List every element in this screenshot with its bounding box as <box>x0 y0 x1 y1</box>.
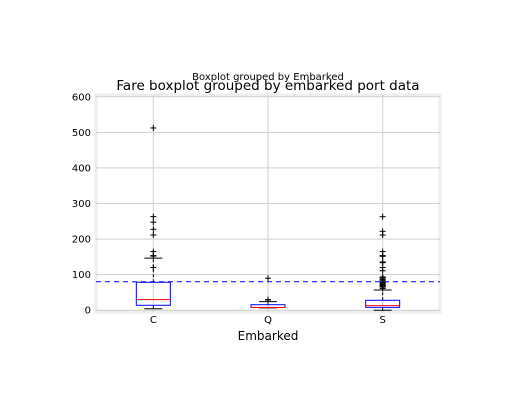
y-tick-label: 300 <box>72 199 91 210</box>
y-tick-label: 500 <box>72 128 91 139</box>
plot-layer: 0 100 200 300 400 500 600 C Q S <box>72 92 442 326</box>
y-tick-label: 400 <box>72 163 91 174</box>
y-tick-label: 0 <box>85 306 91 317</box>
y-tick-label: 100 <box>72 270 91 281</box>
x-tick-label: C <box>150 315 157 326</box>
y-tick-label: 200 <box>72 235 91 246</box>
chart-title: Fare boxplot grouped by embarked port da… <box>116 78 419 94</box>
x-tick-label: S <box>379 315 385 326</box>
box-body <box>365 299 401 308</box>
box-body <box>135 281 171 306</box>
x-axis-label: Embarked <box>238 329 299 343</box>
y-tick-label: 600 <box>72 92 91 103</box>
x-tick-label: Q <box>264 315 272 326</box>
chart-suptitle: Boxplot grouped by Embarked <box>192 72 344 83</box>
